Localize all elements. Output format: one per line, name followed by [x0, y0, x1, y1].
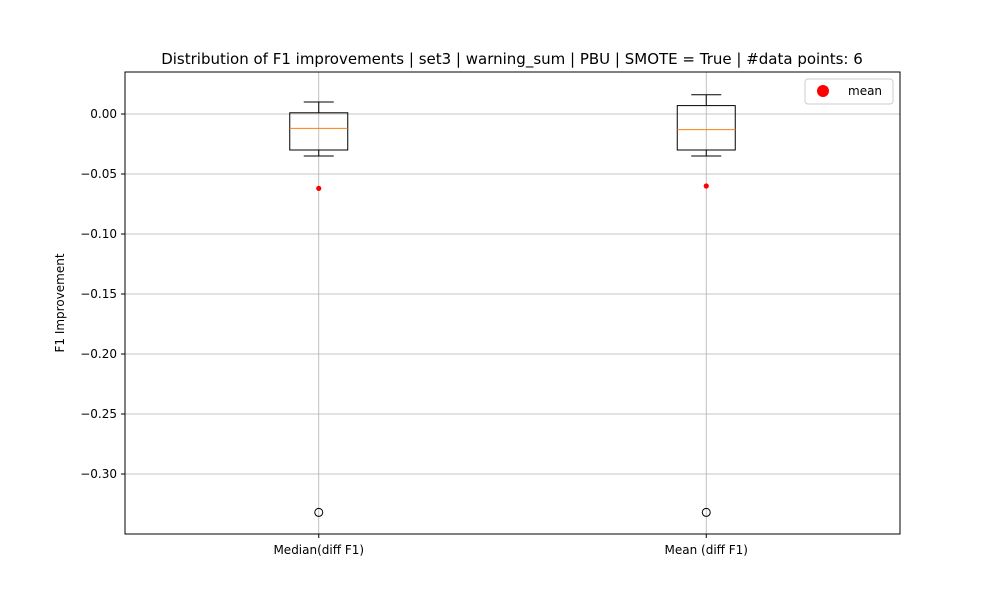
y-axis-label: F1 Improvement — [53, 253, 67, 352]
y-tick-label: 0.00 — [90, 107, 117, 121]
y-tick-label: −0.20 — [80, 347, 117, 361]
plot-frame — [124, 71, 901, 535]
legend-mean-label: mean — [848, 84, 882, 98]
box-0 — [289, 101, 349, 517]
grid-lines — [125, 72, 900, 534]
legend: mean — [804, 78, 894, 105]
x-axis-ticks: Median(diff F1) Mean (diff F1) — [273, 534, 748, 557]
y-axis-ticks: 0.00 −0.05 −0.10 −0.15 −0.20 −0.25 −0.30 — [80, 107, 125, 481]
legend-mean-marker — [817, 85, 829, 97]
box-1 — [676, 94, 736, 517]
mean-point — [316, 185, 322, 191]
y-tick-label: −0.15 — [80, 287, 117, 301]
legend-frame — [804, 78, 894, 105]
y-tick-label: −0.30 — [80, 467, 117, 481]
x-tick-label: Median(diff F1) — [273, 543, 364, 557]
chart-title: Distribution of F1 improvements | set3 |… — [161, 50, 863, 69]
y-tick-label: −0.10 — [80, 227, 117, 241]
x-tick-label: Mean (diff F1) — [665, 543, 748, 557]
mean-point — [703, 183, 709, 189]
y-tick-label: −0.05 — [80, 167, 117, 181]
iqr-box — [289, 112, 349, 151]
boxes — [289, 94, 736, 517]
outlier-point — [701, 507, 711, 517]
outlier-point — [314, 507, 324, 517]
iqr-box — [676, 105, 736, 151]
y-tick-label: −0.25 — [80, 407, 117, 421]
